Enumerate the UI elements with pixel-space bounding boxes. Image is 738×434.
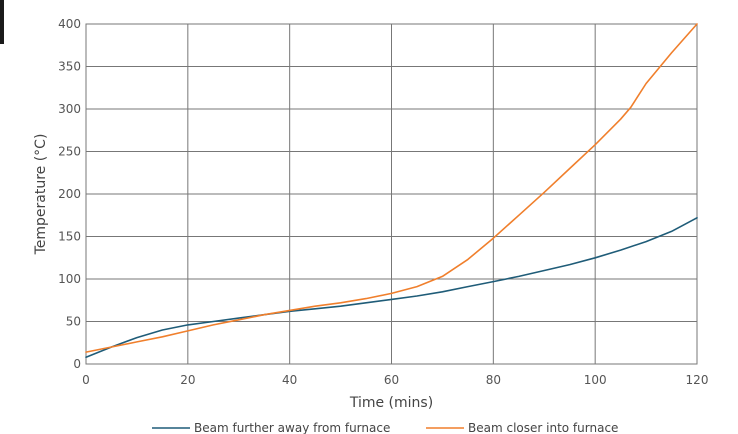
y-tick-label: 150	[58, 230, 81, 244]
series-line-beam-further	[85, 217, 698, 359]
x-tick-label: 0	[82, 373, 90, 387]
series-line-beam-closer	[85, 23, 698, 353]
grid	[85, 23, 698, 365]
x-tick-label: 40	[282, 373, 297, 387]
y-tick-label: 350	[58, 60, 81, 74]
y-tick-label: 0	[73, 357, 81, 371]
y-axis-ticks: 0 50 100 150 200 250 300 350 400	[58, 17, 81, 371]
y-tick-label: 200	[58, 187, 81, 201]
x-tick-label: 60	[384, 373, 399, 387]
x-tick-label: 120	[686, 373, 709, 387]
legend: Beam further away from furnace Beam clos…	[152, 421, 618, 434]
y-tick-label: 250	[58, 145, 81, 159]
x-tick-label: 100	[584, 373, 607, 387]
plot-frame	[85, 23, 698, 365]
legend-label-further: Beam further away from furnace	[194, 421, 390, 434]
y-tick-label: 400	[58, 17, 81, 31]
x-axis-title: Time (mins)	[349, 395, 433, 411]
x-axis-ticks: 0 20 40 60 80 100 120	[82, 373, 708, 387]
edge-marker	[0, 0, 4, 44]
legend-label-closer: Beam closer into furnace	[468, 421, 618, 434]
y-tick-label: 50	[66, 315, 81, 329]
x-tick-label: 20	[180, 373, 195, 387]
y-axis-title: Temperature (°C)	[33, 134, 49, 256]
series-layer	[85, 23, 698, 359]
y-tick-label: 100	[58, 272, 81, 286]
x-tick-label: 80	[486, 373, 501, 387]
y-tick-label: 300	[58, 102, 81, 116]
